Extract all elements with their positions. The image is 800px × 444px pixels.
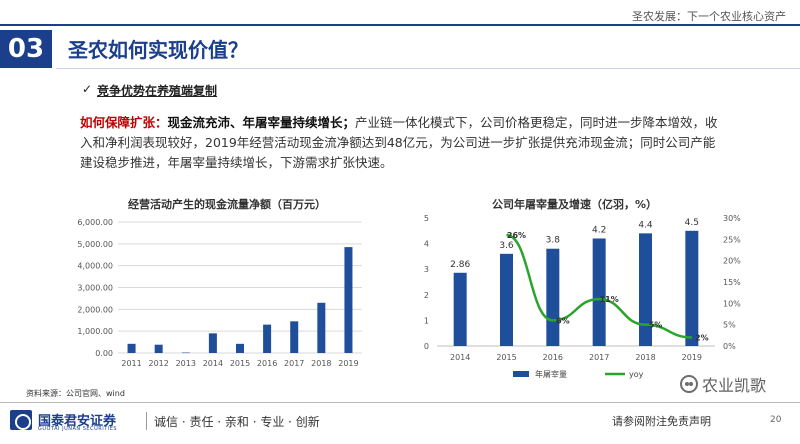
bar-data-label: 3.8 (546, 236, 561, 246)
yoy-data-label: 11% (600, 295, 619, 304)
slaughter-bar (546, 248, 560, 346)
x-tick-label: 2017 (284, 359, 304, 368)
x-tick-label: 2014 (203, 359, 223, 368)
x-tick-label: 2019 (338, 359, 358, 368)
body-paragraph: 如何保障扩张：现金流充沛、年屠宰量持续增长；产业链一体化模式下，公司价格更稳定，… (80, 113, 725, 173)
yoy-data-label: 26% (507, 231, 526, 240)
y-tick-label: 1,000.00 (77, 327, 113, 336)
y-left-tick-label: 1 (424, 316, 429, 325)
cashflow-bar (263, 324, 272, 353)
y-tick-label: 2,000.00 (77, 305, 113, 314)
cashflow-bar (344, 247, 353, 353)
x-tick-label: 2015 (496, 353, 516, 362)
subheading: 竞争优势在养殖端复制 (97, 84, 218, 98)
x-tick-label: 2018 (635, 353, 655, 362)
check-icon: ✓ (82, 82, 93, 96)
cashflow-bar (181, 352, 190, 354)
cashflow-bar (236, 343, 244, 353)
slogan-separator (146, 412, 147, 430)
x-tick-label: 2015 (230, 359, 250, 368)
chart1-title: 经营活动产生的现金流量净额（百万元） (128, 198, 326, 211)
slaughter-bar (639, 233, 652, 346)
y-right-tick-label: 10% (723, 299, 741, 308)
chart2-title: 公司年屠宰量及增速（亿羽，%） (492, 198, 658, 211)
footer-rule (0, 402, 800, 403)
bar-data-label: 4.2 (592, 225, 606, 235)
cashflow-bar (317, 302, 326, 353)
paragraph-bold-lead: 现金流充沛、年屠宰量持续增长； (167, 115, 356, 130)
cashflow-chart: 0.00 1,000.00 2,000.00 3,000.00 4,000.00 5,00… (77, 218, 362, 368)
x-tick-label: 2012 (148, 359, 168, 368)
paragraph-red-lead: 如何保障扩张： (80, 115, 168, 130)
page-number: 20 (770, 415, 782, 425)
bar-data-label: 3.6 (499, 241, 514, 251)
x-tick-label: 2019 (682, 353, 702, 362)
section-number: 03 (0, 30, 52, 68)
y-left-tick-label: 0 (424, 342, 429, 351)
y-tick-label: 5,000.00 (77, 240, 113, 249)
paragraph-body: 产业链一体化模式下，公司价格更稳定，同时进一步降本增效，收入和净利润表现较好，2… (80, 115, 718, 170)
slaughter-bar (453, 272, 467, 346)
slaughter-bar (685, 230, 699, 346)
y-tick-label: 0.00 (95, 349, 113, 358)
slaughter-chart: 0 1 2 3 4 5 0% 5% 10% 15% 20% 25% 30% 2.86 2014 3.6 2015… (424, 214, 741, 379)
y-left-tick-label: 2 (424, 291, 429, 300)
watermark: 农业凯歌 (680, 372, 766, 396)
y-left-tick-label: 5 (424, 214, 429, 223)
legend-bar-swatch (513, 371, 529, 377)
cashflow-bar (208, 333, 217, 353)
y-right-tick-label: 0% (723, 342, 736, 351)
bar-data-label: 2.86 (450, 260, 470, 270)
bar-data-label: 4.4 (638, 220, 653, 230)
page-title: 圣农如何实现价值？ (68, 38, 248, 62)
y-right-tick-label: 5% (723, 321, 736, 330)
y-right-tick-label: 20% (723, 257, 741, 266)
title-rule (56, 68, 800, 69)
bar-data-label: 4.5 (685, 218, 699, 228)
y-tick-label: 4,000.00 (77, 262, 113, 271)
x-tick-label: 2011 (121, 359, 141, 368)
company-logo-name: 国泰君安证券 (38, 414, 117, 429)
x-tick-label: 2016 (257, 359, 277, 368)
slaughter-bar (500, 253, 513, 346)
yoy-data-label: 2% (695, 333, 709, 342)
x-tick-label: 2017 (589, 353, 609, 362)
x-tick-label: 2013 (176, 359, 196, 368)
company-logo-en: GUOTAI JUNAN SECURITIES (38, 426, 118, 432)
y-left-tick-label: 4 (424, 240, 429, 249)
yoy-data-label: 5% (649, 321, 663, 330)
cashflow-bar (127, 343, 136, 353)
cashflow-bar (290, 321, 299, 353)
header-text: 圣农发展：下一个农业核心资产 (632, 10, 786, 23)
legend-bar-label: 年屠宰量 (535, 369, 567, 379)
slogan: 诚信 · 责任 · 亲和 · 专业 · 创新 (154, 415, 320, 429)
source-note: 资料来源：公司官网、wind (26, 389, 125, 398)
company-logo-icon (10, 410, 32, 430)
x-tick-label: 2016 (543, 353, 563, 362)
y-right-tick-label: 15% (723, 278, 741, 287)
y-right-tick-label: 30% (723, 214, 741, 223)
disclaimer: 请参阅附注免责声明 (612, 415, 711, 428)
wechat-icon (680, 375, 698, 393)
slaughter-bar (592, 238, 606, 346)
header-rule (0, 24, 800, 26)
y-tick-label: 3,000.00 (77, 284, 113, 293)
legend-line-label: yoy (629, 370, 644, 379)
y-left-tick-label: 3 (424, 265, 429, 274)
y-tick-label: 6,000.00 (77, 218, 113, 227)
y-right-tick-label: 25% (723, 235, 741, 244)
cashflow-bar (154, 344, 163, 353)
yoy-data-label: 6% (556, 316, 570, 325)
x-tick-label: 2018 (311, 359, 331, 368)
yoy-line (506, 233, 692, 339)
watermark-text: 农业凯歌 (702, 376, 767, 395)
x-tick-label: 2014 (450, 353, 470, 362)
